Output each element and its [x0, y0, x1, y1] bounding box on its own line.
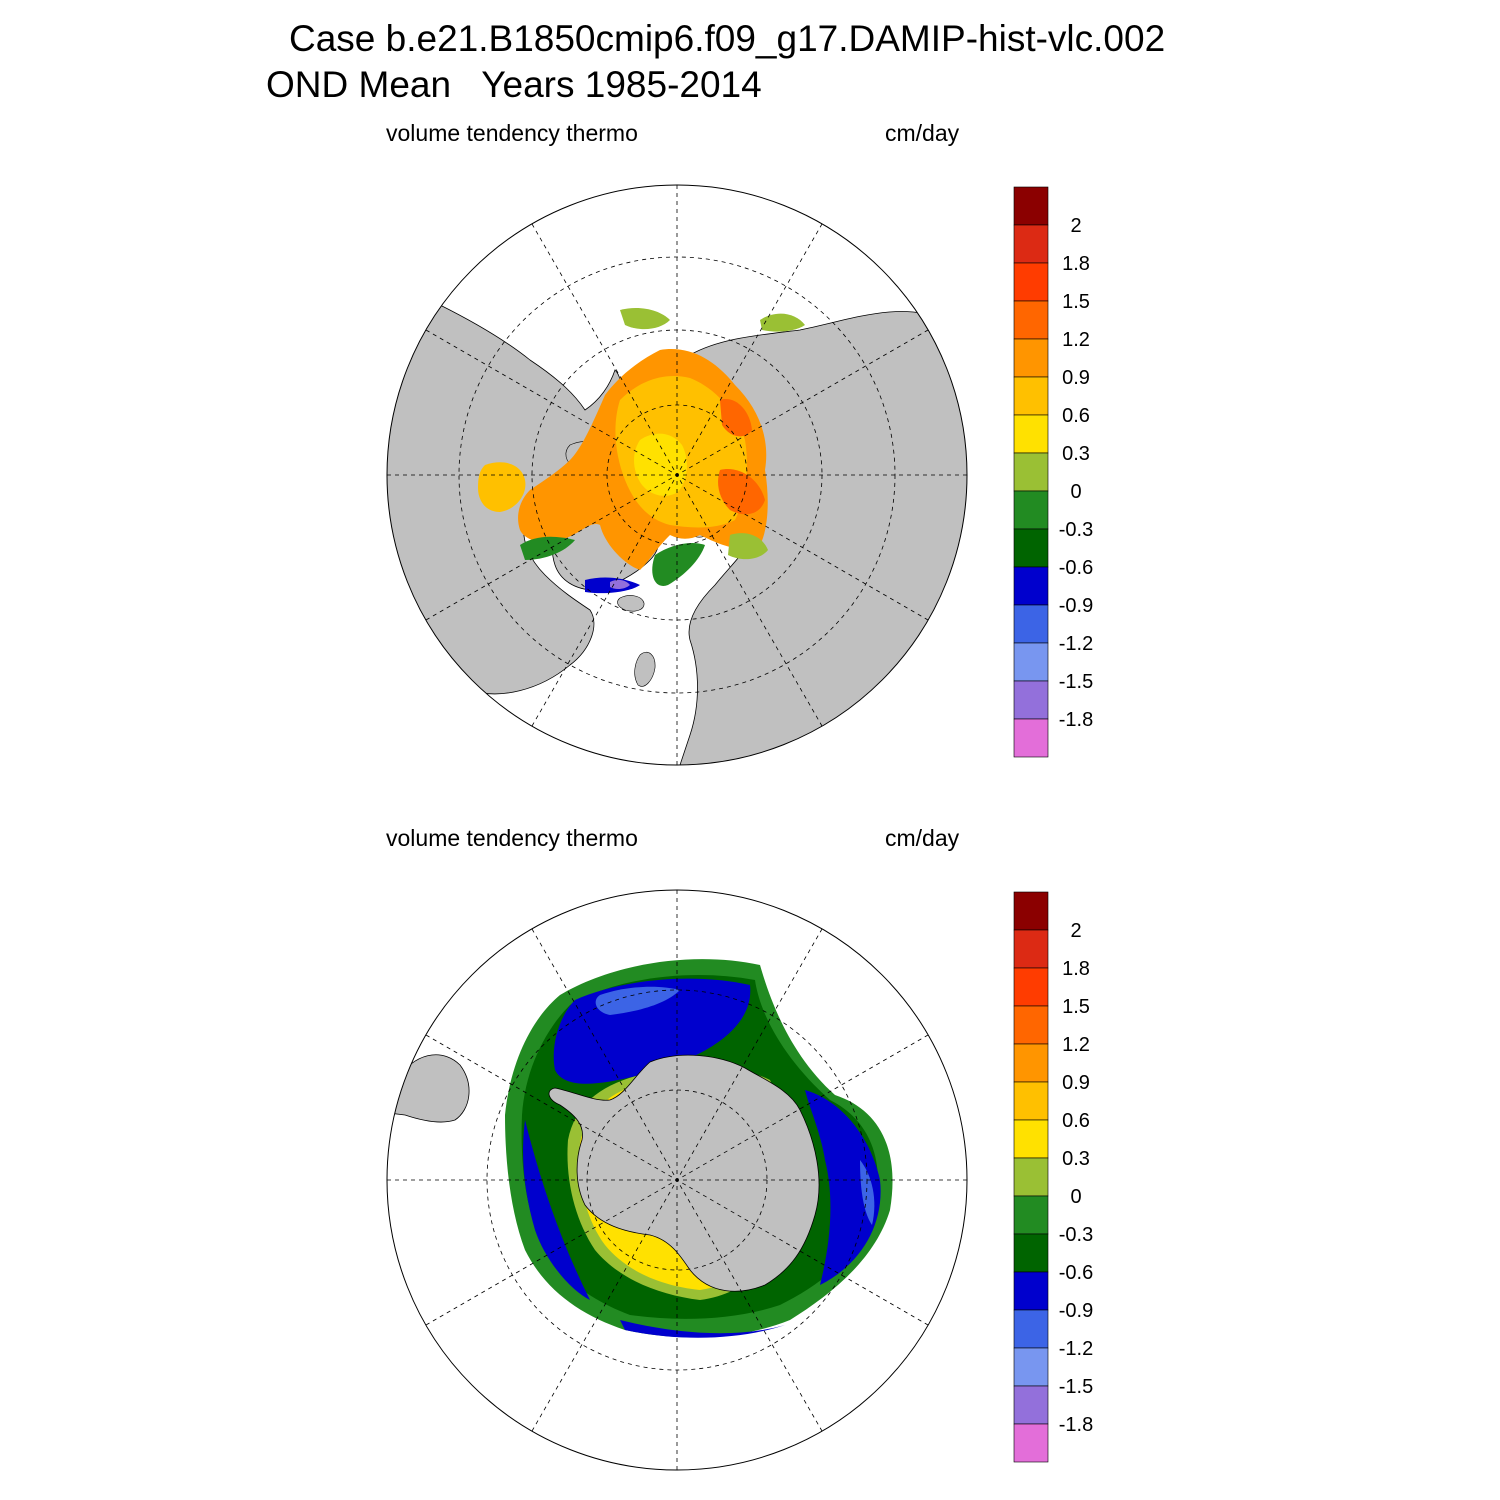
antarctica-land [548, 1054, 820, 1292]
south-colorbar-box [1013, 1347, 1049, 1387]
north-colorbar-box [1013, 642, 1049, 682]
south-colorbar-box [1013, 1233, 1049, 1273]
north-colorbar-tick-label: 1.8 [1062, 253, 1090, 275]
north-colorbar-box [1013, 224, 1049, 264]
north-colorbar-tick-label: -1.8 [1059, 709, 1093, 731]
south-colorbar: 2 1.8 1.5 1.2 0.9 0.6 0.3 0 -0.3 -0.6 -0.9 -1.2 -1.5… [1013, 891, 1093, 1463]
north-colorbar-box [1013, 300, 1049, 340]
north-colorbar-box [1013, 452, 1049, 492]
south-colorbar-tick-label: 1.8 [1062, 958, 1090, 980]
north-colorbar-box [1013, 376, 1049, 416]
south-gridlines [387, 890, 967, 1470]
north-map-border [386, 184, 968, 766]
south-colorbar-box [1013, 1043, 1049, 1083]
south-colorbar-box [1013, 1309, 1049, 1349]
north-colorbar-tick-label: -0.9 [1059, 595, 1093, 617]
south-panel-variable-label: volume tendency thermo [386, 825, 638, 851]
south-colorbar-box [1013, 1005, 1049, 1045]
south-colorbar-box [1013, 967, 1049, 1007]
north-colorbar-box [1013, 186, 1049, 226]
south-colorbar-box [1013, 929, 1049, 969]
north-colorbar: 2 1.8 1.5 1.2 0.9 0.6 0.3 0 -0.3 -0.6 -0.9 -1.2 -1.5… [1013, 186, 1093, 758]
north-panel-units-label: cm/day [885, 120, 960, 146]
north-colorbar-tick-label: 0.9 [1062, 367, 1090, 389]
north-polar-map [386, 184, 968, 766]
north-colorbar-box [1013, 680, 1049, 720]
south-colorbar-tick-label: 0.6 [1062, 1110, 1090, 1132]
south-colorbar-tick-label: 1.2 [1062, 1034, 1090, 1056]
south-colorbar-tick-label: 0.9 [1062, 1072, 1090, 1094]
south-panel-units-label: cm/day [885, 825, 960, 851]
north-colorbar-tick-label: -0.3 [1059, 519, 1093, 541]
north-colorbar-box [1013, 718, 1049, 758]
north-colorbar-box [1013, 262, 1049, 302]
south-colorbar-box [1013, 1271, 1049, 1311]
north-colorbar-box [1013, 566, 1049, 606]
south-colorbar-tick-label: 1.5 [1062, 996, 1090, 1018]
figure-title-period: OND Mean Years 1985-2014 [266, 64, 762, 105]
south-colorbar-tick-label: 0.3 [1062, 1148, 1090, 1170]
south-colorbar-tick-label: -0.6 [1059, 1262, 1093, 1284]
south-colorbar-box [1013, 891, 1049, 931]
north-colorbar-tick-label: 2 [1070, 215, 1081, 237]
south-colorbar-tick-label: 0 [1070, 1186, 1081, 1208]
north-colorbar-tick-label: -0.6 [1059, 557, 1093, 579]
south-colorbar-box [1013, 1423, 1049, 1463]
north-colorbar-tick-label: 1.5 [1062, 291, 1090, 313]
north-colorbar-box [1013, 604, 1049, 644]
south-colorbar-tick-label: -0.9 [1059, 1300, 1093, 1322]
north-colorbar-tick-label: -1.2 [1059, 633, 1093, 655]
south-colorbar-tick-label: -1.2 [1059, 1338, 1093, 1360]
south-colorbar-tick-label: -0.3 [1059, 1224, 1093, 1246]
figure-title-case: Case b.e21.B1850cmip6.f09_g17.DAMIP-hist… [289, 18, 1166, 59]
south-colorbar-box [1013, 1157, 1049, 1197]
south-map-border [386, 889, 968, 1471]
north-colorbar-tick-label: 1.2 [1062, 329, 1090, 351]
north-colorbar-tick-label: 0 [1070, 481, 1081, 503]
north-colorbar-tick-label: 0.3 [1062, 443, 1090, 465]
north-colorbar-box [1013, 528, 1049, 568]
south-america-land [387, 1054, 470, 1123]
south-colorbar-tick-label: 2 [1070, 920, 1081, 942]
north-colorbar-box [1013, 414, 1049, 454]
south-colorbar-box [1013, 1195, 1049, 1235]
north-colorbar-box [1013, 338, 1049, 378]
south-colorbar-tick-label: -1.5 [1059, 1376, 1093, 1398]
north-colorbar-tick-label: -1.5 [1059, 671, 1093, 693]
north-gridlines [387, 185, 967, 765]
north-colorbar-tick-label: 0.6 [1062, 405, 1090, 427]
south-colorbar-tick-label: -1.8 [1059, 1414, 1093, 1436]
south-colorbar-box [1013, 1385, 1049, 1425]
north-colorbar-box [1013, 490, 1049, 530]
south-colorbar-box [1013, 1119, 1049, 1159]
south-polar-map [386, 889, 968, 1471]
north-ice-field [478, 308, 805, 594]
south-colorbar-box [1013, 1081, 1049, 1121]
north-panel-variable-label: volume tendency thermo [386, 120, 638, 146]
